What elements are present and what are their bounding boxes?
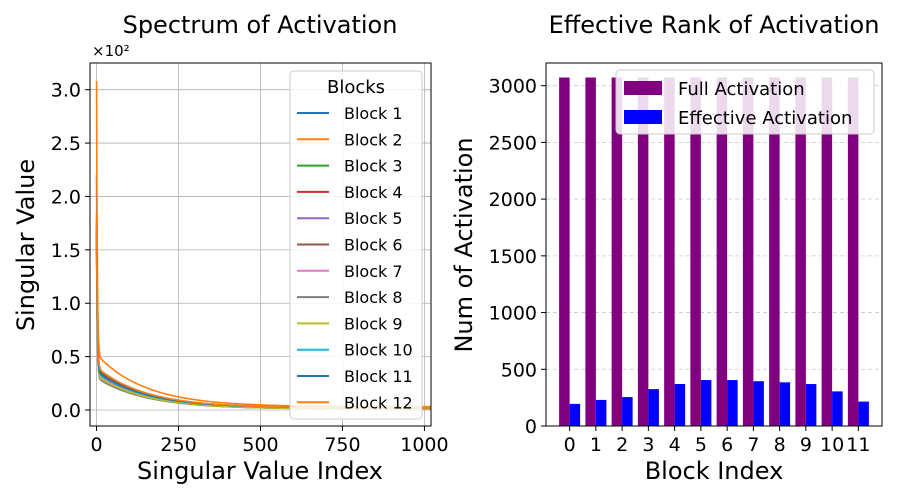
effective-rank-legend: Full Activation Effective Activation [615, 69, 875, 135]
effective-rank-x-tick-label: 8 [774, 434, 786, 456]
effective-rank-y-tick-label: 2000 [489, 189, 537, 211]
full-activation-bar-7 [742, 77, 754, 427]
spectrum-x-tick-label: 500 [242, 434, 278, 456]
spectrum-legend-title: Blocks [327, 77, 385, 98]
effective-activation-bar-8 [779, 382, 791, 426]
effective-rank-y-ticks: 0 500 1000 1500 2000 2500 3000 [489, 76, 546, 438]
effective-rank-x-tick-label: 0 [564, 434, 576, 456]
effective-rank-legend-label-2: Effective Activation [678, 108, 852, 129]
effective-activation-bar-0 [569, 403, 581, 426]
full-activation-bar-10 [821, 77, 833, 427]
spectrum-legend-label-4: Block 4 [344, 183, 403, 202]
spectrum-x-tick-label: 0 [91, 434, 103, 456]
effective-rank-legend-swatch-1 [624, 81, 662, 95]
effective-activation-bar-11 [858, 401, 869, 426]
effective-rank-axes-frame [545, 62, 883, 427]
effective-activation-bar-6 [727, 380, 738, 426]
effective-rank-x-ticks: 0 1 2 3 4 5 6 7 8 9 10 11 [564, 426, 870, 456]
effective-rank-x-tick-label: 7 [747, 434, 759, 456]
effective-rank-x-tick-label: 4 [669, 434, 681, 456]
effective-rank-bars [559, 77, 869, 427]
spectrum-legend-label-2: Block 2 [344, 130, 403, 149]
full-activation-bar-0 [559, 77, 570, 427]
effective-rank-chart-title: Effective Rank of Activation [549, 11, 880, 39]
effective-activation-bar-9 [805, 384, 817, 426]
effective-rank-legend-items: Full Activation Effective Activation [624, 79, 852, 129]
spectrum-x-ticks: 0 250 500 750 1000 [91, 426, 449, 456]
effective-activation-bar-5 [700, 380, 712, 426]
effective-activation-bar-3 [648, 389, 659, 426]
spectrum-legend-label-10: Block 10 [344, 341, 413, 360]
spectrum-legend-items: Block 1 Block 2 Block 3 Block 4 Block 5 Block… [297, 104, 413, 412]
full-activation-bar-1 [585, 77, 596, 427]
full-activation-bar-3 [637, 77, 649, 427]
effective-rank-y-axis-label: Num of Activation [450, 137, 478, 352]
effective-rank-y-tick-label: 0 [525, 416, 537, 438]
spectrum-legend-label-9: Block 9 [344, 314, 403, 333]
full-activation-bar-4 [664, 77, 675, 427]
y-scale-label: ×10² [92, 42, 130, 60]
effective-activation-bar-4 [674, 384, 686, 426]
spectrum-x-tick-label: 250 [160, 434, 196, 456]
effective-rank-x-tick-label: 6 [721, 434, 733, 456]
spectrum-legend-label-6: Block 6 [344, 236, 403, 255]
effective-rank-x-tick-label: 2 [616, 434, 628, 456]
spectrum-y-tick-label: 3.0 [51, 80, 81, 102]
effective-rank-y-tick-label: 1500 [489, 246, 537, 268]
effective-rank-y-tick-label: 500 [501, 359, 537, 381]
spectrum-legend-box [289, 70, 423, 420]
effective-rank-x-tick-label: 5 [695, 434, 707, 456]
spectrum-legend-label-8: Block 8 [344, 288, 403, 307]
effective-rank-x-axis-label: Block Index [645, 457, 784, 485]
spectrum-legend-label-11: Block 11 [344, 367, 413, 386]
full-activation-bar-6 [716, 77, 728, 427]
spectrum-x-tick-label: 1000 [400, 434, 448, 456]
effective-rank-y-tick-label: 2500 [489, 132, 537, 154]
spectrum-chart: Spectrum of Activation ×10² 0 250 500 750 10… [12, 11, 449, 485]
spectrum-chart-title: Spectrum of Activation [123, 11, 398, 39]
effective-rank-y-tick-label: 1000 [489, 303, 537, 325]
effective-activation-bar-1 [595, 399, 607, 426]
full-activation-bar-8 [769, 77, 780, 427]
full-activation-bar-9 [795, 77, 806, 427]
effective-rank-x-tick-label: 3 [642, 434, 654, 456]
full-activation-bar-5 [690, 77, 701, 427]
spectrum-y-tick-label: 2.5 [51, 133, 81, 155]
effective-rank-legend-swatch-2 [624, 110, 662, 124]
spectrum-y-tick-label: 1.0 [51, 293, 81, 315]
effective-rank-y-tick-label: 3000 [489, 76, 537, 98]
spectrum-y-ticks: 0.0 0.5 1.0 1.5 2.0 2.5 3.0 [51, 80, 90, 422]
effective-activation-bar-2 [622, 397, 633, 426]
full-activation-bar-11 [847, 77, 859, 427]
effective-rank-x-tick-label: 9 [800, 434, 812, 456]
effective-rank-legend-box [615, 69, 875, 135]
spectrum-y-tick-label: 2.0 [51, 186, 81, 208]
effective-activation-bar-7 [753, 381, 764, 426]
spectrum-legend-label-12: Block 12 [344, 393, 413, 412]
spectrum-legend-label-1: Block 1 [344, 104, 403, 123]
spectrum-legend-label-3: Block 3 [344, 157, 403, 176]
spectrum-y-axis-label: Singular Value [12, 159, 40, 331]
effective-rank-x-tick-label: 10 [820, 434, 844, 456]
spectrum-y-tick-label: 0.0 [51, 400, 81, 422]
effective-rank-legend-label-1: Full Activation [678, 79, 805, 100]
effective-activation-bar-10 [832, 391, 843, 426]
spectrum-y-tick-label: 0.5 [51, 347, 81, 369]
spectrum-x-tick-label: 750 [324, 434, 360, 456]
full-activation-bar-2 [611, 77, 623, 427]
effective-rank-x-tick-label: 1 [590, 434, 602, 456]
effective-rank-x-tick-label: 11 [846, 434, 870, 456]
spectrum-legend-label-7: Block 7 [344, 262, 403, 281]
spectrum-x-axis-label: Singular Value Index [137, 457, 383, 485]
spectrum-y-tick-label: 1.5 [51, 240, 81, 262]
spectrum-legend-label-5: Block 5 [344, 209, 403, 228]
